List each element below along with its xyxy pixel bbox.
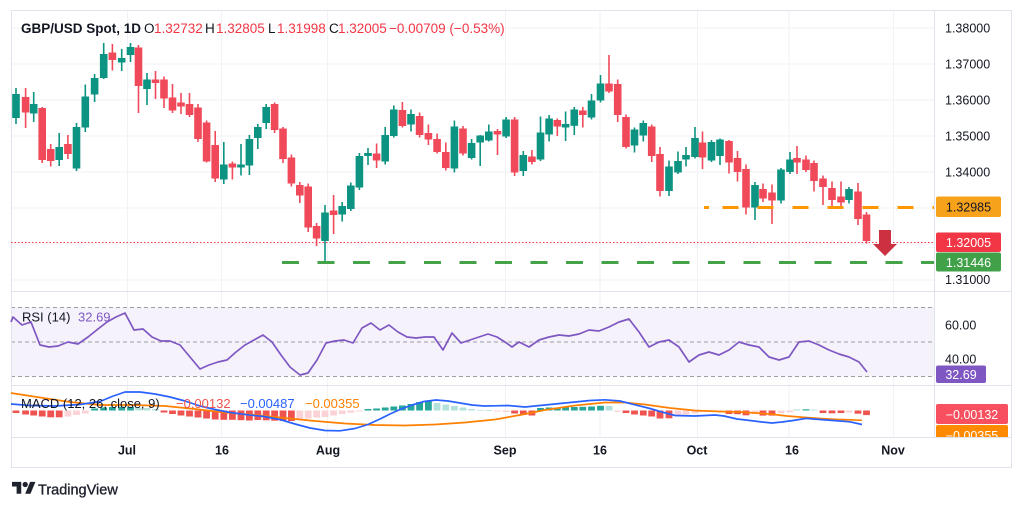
svg-text:1.31000: 1.31000 [945, 273, 990, 287]
svg-text:1.31998: 1.31998 [277, 21, 326, 36]
svg-text:1.32985: 1.32985 [946, 201, 991, 215]
svg-text:H: H [205, 21, 215, 36]
svg-text:32.69: 32.69 [945, 368, 976, 382]
svg-text:Aug: Aug [316, 444, 340, 458]
svg-text:1.32005: 1.32005 [338, 21, 387, 36]
svg-text:60.00: 60.00 [945, 319, 976, 333]
svg-text:L: L [268, 21, 276, 36]
svg-text:Jul: Jul [118, 444, 136, 458]
svg-text:Nov: Nov [881, 444, 905, 458]
svg-text:16: 16 [785, 444, 799, 458]
svg-text:40.00: 40.00 [945, 353, 976, 367]
svg-text:1.36000: 1.36000 [945, 94, 990, 108]
svg-text:MACD (12, 26, close, 9): MACD (12, 26, close, 9) [21, 396, 160, 411]
svg-text:Sep: Sep [494, 444, 517, 458]
svg-text:GBP/USD Spot, 1D: GBP/USD Spot, 1D [21, 21, 141, 36]
svg-text:32.69: 32.69 [78, 310, 111, 325]
svg-text:1.37000: 1.37000 [945, 58, 990, 72]
svg-text:TradingView: TradingView [38, 483, 118, 499]
svg-text:1.32805: 1.32805 [216, 21, 265, 36]
svg-text:1.35000: 1.35000 [945, 130, 990, 144]
svg-text:O: O [144, 21, 155, 36]
svg-text:1.34000: 1.34000 [945, 166, 990, 180]
svg-text:16: 16 [215, 444, 229, 458]
svg-text:16: 16 [593, 444, 607, 458]
svg-text:C: C [329, 21, 339, 36]
svg-text:1.32732: 1.32732 [154, 21, 203, 36]
svg-text:1.38000: 1.38000 [945, 22, 990, 36]
svg-text:−0.00487: −0.00487 [240, 396, 295, 411]
svg-text:1.32005: 1.32005 [946, 236, 991, 250]
svg-text:−0.00355: −0.00355 [946, 429, 999, 443]
svg-text:RSI (14): RSI (14) [22, 310, 70, 325]
svg-text:−0.00709 (−0.53%): −0.00709 (−0.53%) [389, 21, 505, 36]
svg-text:1.31446: 1.31446 [946, 256, 991, 270]
svg-text:−0.00355: −0.00355 [305, 396, 360, 411]
svg-text:−0.00132: −0.00132 [176, 396, 231, 411]
svg-text:Oct: Oct [687, 444, 709, 458]
svg-text:−0.00132: −0.00132 [946, 408, 999, 422]
